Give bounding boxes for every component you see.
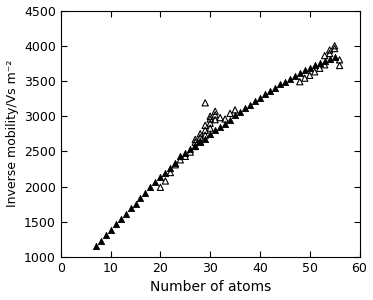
Point — [192, 137, 198, 142]
Point — [297, 71, 303, 76]
Point — [207, 117, 213, 122]
Point — [322, 53, 327, 58]
Point — [128, 206, 134, 211]
Point — [167, 170, 173, 175]
Point — [192, 144, 198, 149]
Point — [302, 76, 308, 81]
Point — [182, 150, 188, 155]
Point — [103, 233, 109, 238]
Point — [242, 106, 248, 111]
Point — [217, 124, 223, 129]
Point — [117, 217, 123, 221]
Point — [292, 74, 298, 78]
Point — [207, 132, 213, 137]
Point — [187, 147, 193, 152]
Point — [217, 115, 223, 120]
Point — [108, 227, 114, 232]
Point — [207, 114, 213, 118]
Point — [123, 212, 129, 217]
Point — [277, 82, 283, 87]
Point — [157, 174, 163, 179]
Point — [197, 131, 203, 136]
Point — [332, 46, 338, 51]
Point — [167, 165, 173, 170]
Point — [257, 95, 263, 100]
Point — [312, 63, 318, 68]
Point — [113, 221, 119, 226]
Point — [222, 122, 228, 126]
Point — [202, 136, 208, 141]
Point — [237, 110, 243, 114]
Point — [197, 139, 203, 144]
Point — [207, 121, 213, 126]
Point — [202, 128, 208, 133]
Point — [336, 63, 342, 68]
Point — [287, 76, 293, 81]
Point — [332, 55, 338, 59]
Point — [307, 65, 313, 70]
Point — [212, 117, 218, 122]
Point — [322, 59, 327, 64]
Point — [162, 178, 168, 183]
Point — [157, 185, 163, 190]
Point — [272, 85, 278, 90]
Point — [247, 103, 253, 107]
Point — [182, 154, 188, 159]
Point — [327, 57, 333, 62]
Point — [267, 88, 273, 93]
Point — [177, 158, 183, 162]
Point — [262, 92, 268, 97]
Point — [177, 154, 183, 159]
Point — [327, 51, 333, 56]
Point — [322, 62, 327, 67]
Point — [282, 79, 288, 84]
Point — [153, 179, 159, 184]
Point — [142, 190, 148, 195]
Point — [138, 196, 144, 200]
Point — [212, 112, 218, 117]
Point — [202, 123, 208, 128]
Point — [327, 48, 333, 52]
Point — [317, 61, 323, 66]
Point — [162, 170, 168, 175]
Point — [132, 201, 138, 206]
Point — [212, 128, 218, 133]
X-axis label: Number of atoms: Number of atoms — [150, 280, 271, 294]
Point — [197, 135, 203, 140]
Point — [317, 66, 323, 71]
Point — [93, 244, 99, 249]
Y-axis label: Inverse mobility/Vs m⁻²: Inverse mobility/Vs m⁻² — [6, 60, 19, 208]
Point — [192, 140, 198, 145]
Point — [187, 150, 193, 154]
Point — [202, 133, 208, 138]
Point — [227, 111, 233, 116]
Point — [307, 73, 313, 78]
Point — [212, 109, 218, 114]
Point — [232, 113, 238, 118]
Point — [297, 79, 303, 84]
Point — [202, 100, 208, 105]
Point — [222, 117, 228, 122]
Point — [302, 68, 308, 73]
Point — [172, 160, 178, 165]
Point — [332, 44, 338, 48]
Point — [192, 143, 198, 148]
Point — [207, 126, 213, 130]
Point — [336, 57, 342, 62]
Point — [147, 185, 153, 190]
Point — [98, 238, 104, 243]
Point — [312, 69, 318, 74]
Point — [197, 140, 203, 145]
Point — [252, 99, 258, 104]
Point — [227, 117, 233, 122]
Point — [232, 107, 238, 112]
Point — [172, 162, 178, 167]
